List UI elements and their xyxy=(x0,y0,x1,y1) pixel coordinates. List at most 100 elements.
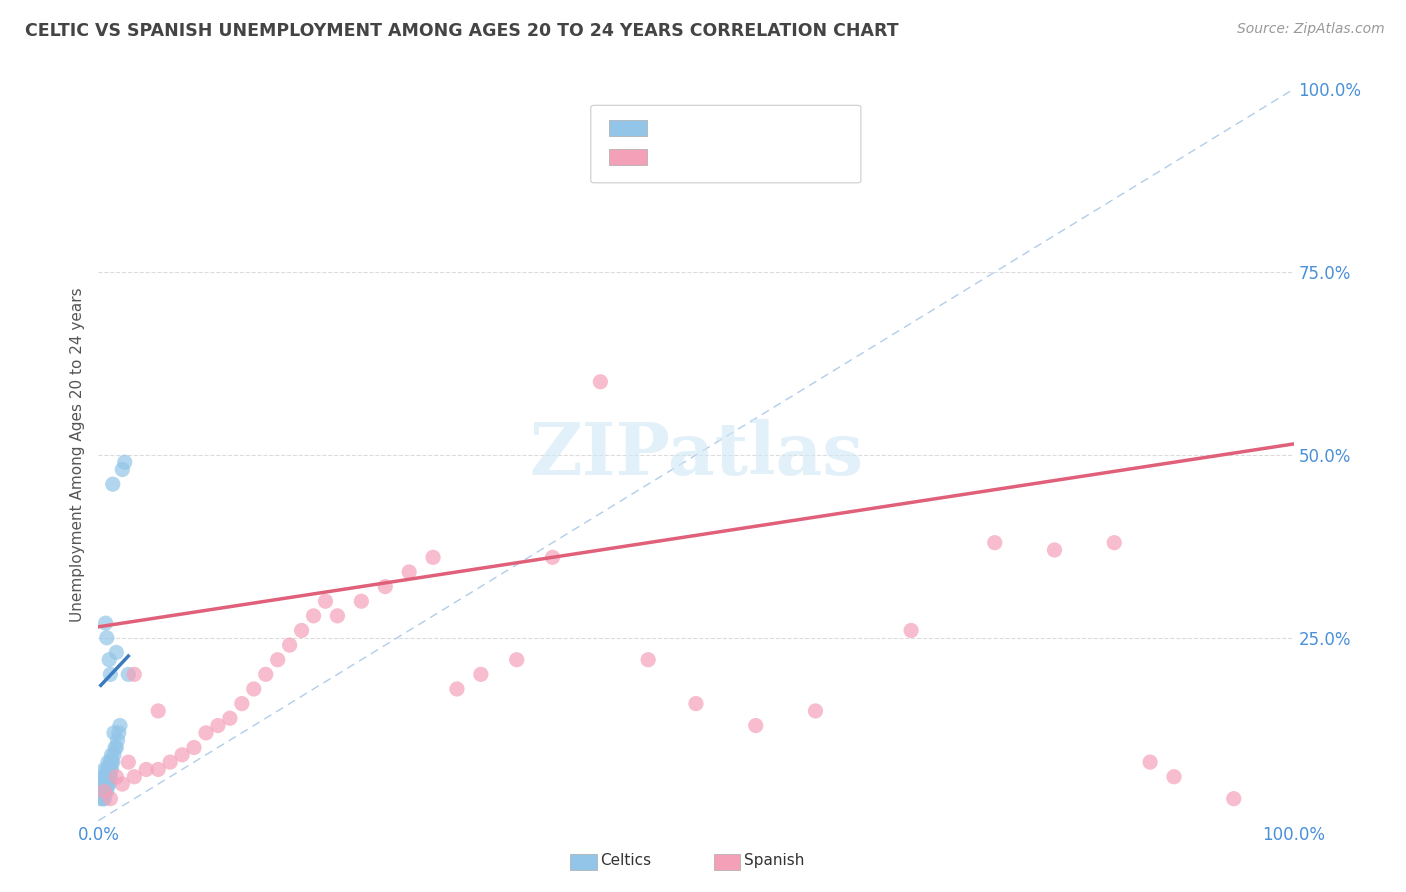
Text: N = 48: N = 48 xyxy=(761,119,818,137)
Point xyxy=(231,697,253,711)
Point xyxy=(291,624,314,638)
Point xyxy=(1043,543,1066,558)
Point xyxy=(93,770,115,784)
Point xyxy=(101,477,124,491)
Point xyxy=(97,755,120,769)
Point xyxy=(804,704,827,718)
Point xyxy=(103,726,125,740)
Point xyxy=(96,784,118,798)
Text: N = 45: N = 45 xyxy=(761,148,818,166)
Point xyxy=(100,763,122,777)
Point xyxy=(207,718,229,732)
Point xyxy=(124,667,146,681)
Point xyxy=(91,777,114,791)
Point xyxy=(93,777,115,791)
Point xyxy=(94,784,117,798)
Point xyxy=(446,681,468,696)
Point xyxy=(103,747,125,762)
Point xyxy=(1223,791,1246,805)
Text: R = 0.120: R = 0.120 xyxy=(659,119,742,137)
Point xyxy=(278,638,301,652)
Text: R = 0.312: R = 0.312 xyxy=(659,148,742,166)
FancyBboxPatch shape xyxy=(591,105,860,183)
Point xyxy=(254,667,277,681)
Point xyxy=(685,697,707,711)
Text: ZIPatlas: ZIPatlas xyxy=(529,419,863,491)
Point xyxy=(96,763,118,777)
Point xyxy=(315,594,337,608)
Point xyxy=(96,770,118,784)
Point xyxy=(107,726,129,740)
Point xyxy=(97,763,120,777)
Point xyxy=(1139,755,1161,769)
Point xyxy=(374,580,396,594)
Point xyxy=(111,777,134,791)
Point xyxy=(326,608,349,623)
Point xyxy=(195,726,218,740)
Point xyxy=(117,667,139,681)
Point xyxy=(135,763,157,777)
Point xyxy=(1163,770,1185,784)
Text: Celtics: Celtics xyxy=(600,854,651,869)
Point xyxy=(104,740,127,755)
Y-axis label: Unemployment Among Ages 20 to 24 years: Unemployment Among Ages 20 to 24 years xyxy=(69,287,84,623)
Point xyxy=(98,770,121,784)
FancyBboxPatch shape xyxy=(714,854,740,870)
Point xyxy=(97,777,120,791)
Point xyxy=(94,616,117,631)
Point xyxy=(637,653,659,667)
Point xyxy=(541,550,564,565)
Point xyxy=(91,770,114,784)
Point xyxy=(470,667,492,681)
Point xyxy=(243,681,266,696)
Point xyxy=(117,755,139,769)
Point xyxy=(398,565,420,579)
Point xyxy=(148,763,170,777)
Point xyxy=(96,631,118,645)
Point xyxy=(97,770,120,784)
Point xyxy=(93,763,115,777)
Point xyxy=(98,791,122,805)
Point xyxy=(91,784,114,798)
Point xyxy=(98,770,122,784)
Text: CELTIC VS SPANISH UNEMPLOYMENT AMONG AGES 20 TO 24 YEARS CORRELATION CHART: CELTIC VS SPANISH UNEMPLOYMENT AMONG AGE… xyxy=(25,22,898,40)
Point xyxy=(93,791,115,805)
Point xyxy=(900,624,922,638)
Point xyxy=(98,777,121,791)
Point xyxy=(94,777,117,791)
Point xyxy=(745,718,768,732)
Point xyxy=(114,455,136,469)
Point xyxy=(98,763,122,777)
FancyBboxPatch shape xyxy=(571,854,596,870)
Point xyxy=(111,462,134,476)
Point xyxy=(148,704,170,718)
Point xyxy=(506,653,529,667)
Point xyxy=(172,747,194,762)
Point xyxy=(302,608,325,623)
FancyBboxPatch shape xyxy=(609,149,647,165)
Point xyxy=(105,740,128,755)
Point xyxy=(105,645,128,659)
Point xyxy=(100,747,122,762)
Point xyxy=(98,667,122,681)
Point xyxy=(267,653,290,667)
Point xyxy=(93,784,115,798)
FancyBboxPatch shape xyxy=(609,120,647,136)
Point xyxy=(94,770,117,784)
Point xyxy=(98,755,122,769)
Point xyxy=(98,653,121,667)
Point xyxy=(93,784,115,798)
Point xyxy=(91,777,114,791)
Point xyxy=(350,594,373,608)
Point xyxy=(108,718,131,732)
Point xyxy=(90,791,112,805)
Point xyxy=(91,791,114,805)
Point xyxy=(1104,535,1126,549)
Point xyxy=(589,375,612,389)
Point xyxy=(124,770,146,784)
Point xyxy=(219,711,242,725)
Point xyxy=(159,755,181,769)
Text: Spanish: Spanish xyxy=(744,854,804,869)
Point xyxy=(100,755,122,769)
Text: Source: ZipAtlas.com: Source: ZipAtlas.com xyxy=(1237,22,1385,37)
